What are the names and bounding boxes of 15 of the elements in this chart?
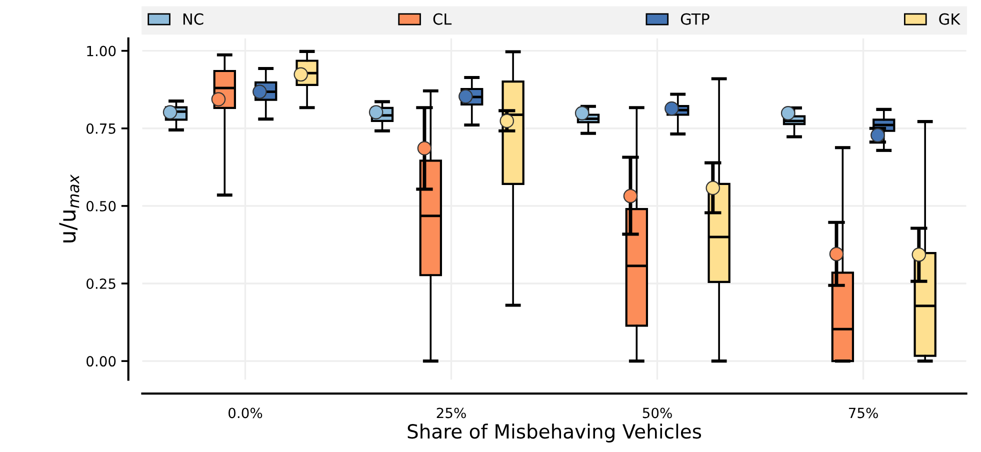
legend-label: GK <box>939 13 960 25</box>
legend-label: NC <box>183 13 204 25</box>
x-tick-label: 50% <box>642 408 672 418</box>
y-tick-label: 1.00 <box>87 46 116 56</box>
y-tick-label: 0.75 <box>86 123 116 134</box>
legend-label: GTP <box>680 13 710 25</box>
y-tick-label: 0.50 <box>86 200 116 212</box>
x-axis-title: Share of Misbehaving Vehicles <box>408 424 702 442</box>
y-tick-label: 0.25 <box>86 278 116 289</box>
x-tick-label: 75% <box>848 408 878 418</box>
y-axis-title: u/u$_{max}$ <box>59 174 80 242</box>
x-tick-label: 25% <box>436 408 466 418</box>
x-tick-label: 0.0% <box>228 408 262 418</box>
legend-label: CL <box>433 13 452 25</box>
y-tick-label: 0.00 <box>86 356 116 367</box>
